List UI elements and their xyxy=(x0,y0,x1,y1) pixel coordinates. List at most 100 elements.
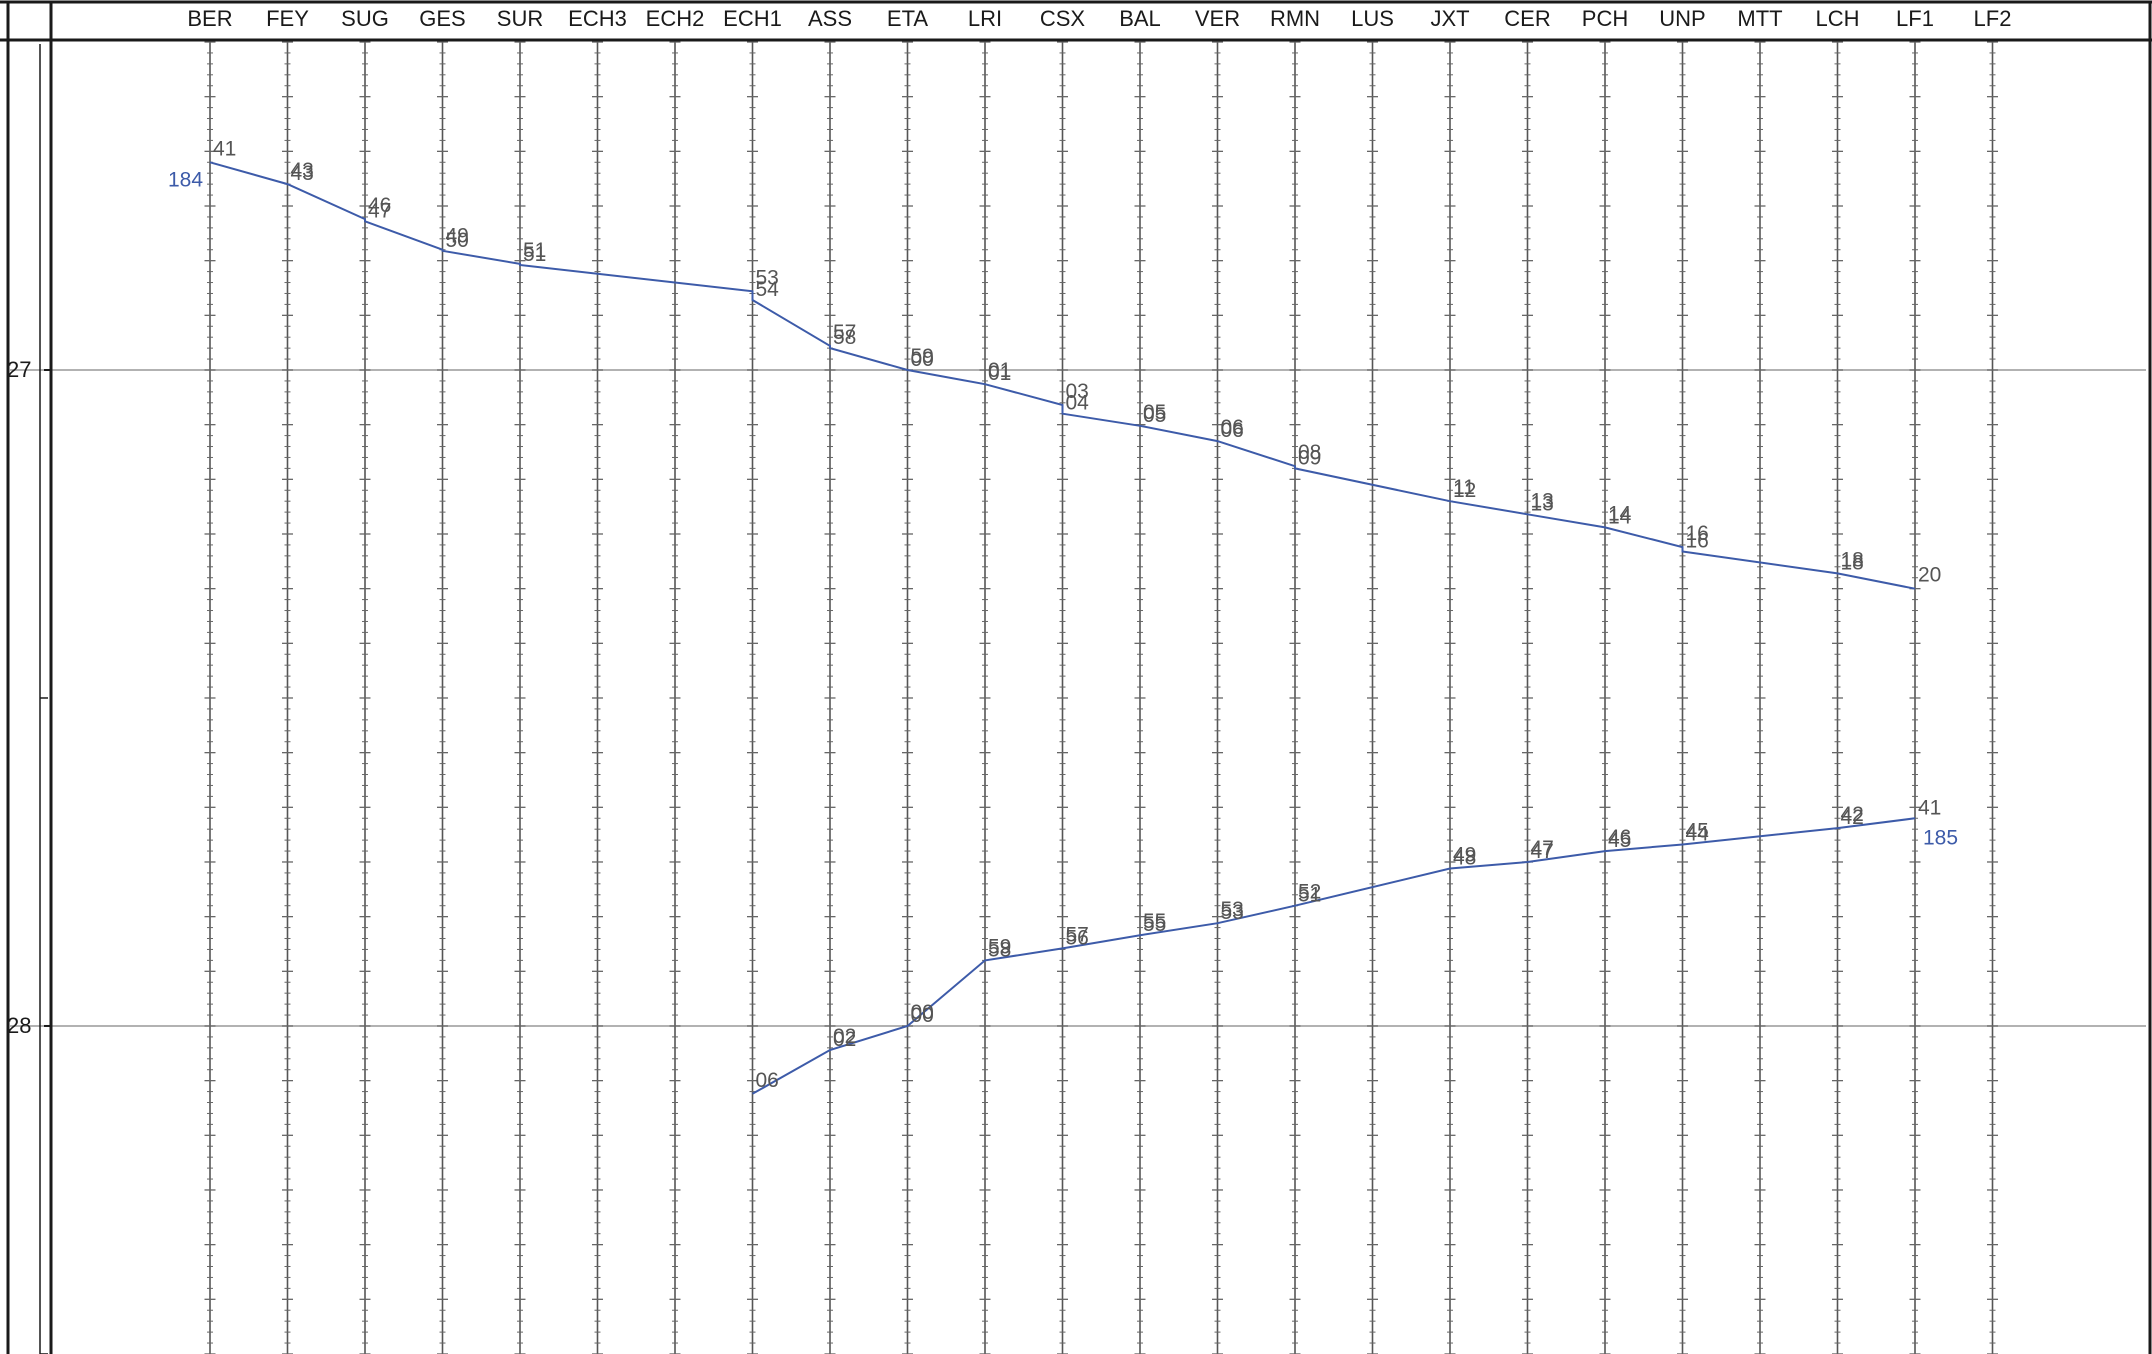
station-minute-ticks xyxy=(902,41,913,1354)
departure-minute-label: 58 xyxy=(833,326,856,349)
arrival-minute-label: 46 xyxy=(1608,826,1631,849)
station-minute-ticks xyxy=(1134,41,1146,1354)
station-label: BAL xyxy=(1119,6,1161,31)
arrival-minute-label: 53 xyxy=(1221,898,1244,921)
arrival-minute-label: 57 xyxy=(833,321,856,344)
train-path xyxy=(209,161,1916,590)
departure-minute-label: 48 xyxy=(1453,847,1476,870)
station-label: CSX xyxy=(1040,6,1086,31)
station-minute-ticks xyxy=(747,41,758,1354)
departure-minute-label: 51 xyxy=(1298,884,1321,907)
station-label: FEY xyxy=(266,6,309,31)
station-label: ETA xyxy=(887,6,928,31)
arrival-minute-label: 11 xyxy=(1453,476,1475,499)
arrival-minute-label: 08 xyxy=(1298,441,1321,464)
station-label: MTT xyxy=(1737,6,1782,31)
station-minute-ticks xyxy=(1289,41,1301,1354)
departure-minute-label: 00 xyxy=(911,1004,934,1027)
arrival-minute-label: 43 xyxy=(291,159,314,182)
station-label: JXT xyxy=(1430,6,1469,31)
departure-minute-label: 41 xyxy=(1918,796,1941,819)
arrival-minute-label: 18 xyxy=(1841,548,1864,571)
departure-minute-label: 50 xyxy=(446,229,469,252)
station-columns: BER FEY SUG GES SUR ECH3 ECH2 ECH1 ASS ETA LRI CSX B… xyxy=(187,6,2011,1354)
departure-minute-label: 56 xyxy=(1066,926,1089,949)
departure-minute-label: 00 xyxy=(911,348,934,371)
station-label: BER xyxy=(187,6,232,31)
departure-minute-label: 14 xyxy=(1608,505,1632,528)
departure-minute-label: 55 xyxy=(1143,913,1166,936)
arrival-minute-label: 52 xyxy=(1298,881,1321,904)
arrival-minute-label: 59 xyxy=(911,345,934,368)
hour-label: 27 xyxy=(7,357,31,382)
departure-minute-label: 42 xyxy=(1841,806,1864,829)
departure-minute-label: 51 xyxy=(523,243,546,266)
train-path xyxy=(752,817,1916,1095)
hour-label: 28 xyxy=(7,1013,31,1038)
departure-minute-label: 13 xyxy=(1531,492,1554,515)
arrival-minute-label: 49 xyxy=(1453,844,1476,867)
station-label: LCH xyxy=(1815,6,1859,31)
arrival-minute-label: 05 xyxy=(1143,401,1166,424)
train-number-label: 184 xyxy=(168,168,203,191)
station-label: SUG xyxy=(341,6,389,31)
departure-minute-label: 18 xyxy=(1841,551,1864,574)
arrival-minute-label: 01 xyxy=(988,359,1011,382)
departure-minute-label: 04 xyxy=(1066,392,1090,415)
arrival-minute-label: 02 xyxy=(833,1025,856,1048)
station-minute-ticks xyxy=(1754,41,1766,1354)
station-label: LF2 xyxy=(1974,6,2012,31)
arrival-minute-label: 16 xyxy=(1686,522,1709,545)
station-label: ASS xyxy=(808,6,852,31)
arrival-minute-label: 59 xyxy=(988,935,1011,958)
station-label: LF1 xyxy=(1896,6,1934,31)
station-minute-ticks xyxy=(437,41,448,1354)
station-label: UNP xyxy=(1659,6,1705,31)
station-label: LUS xyxy=(1351,6,1394,31)
departure-minute-label: 16 xyxy=(1686,529,1709,552)
departure-minute-label: 43 xyxy=(291,162,314,185)
station-label: RMN xyxy=(1270,6,1320,31)
arrival-minute-label: 46 xyxy=(368,194,391,217)
train-series-185: 4142424544464547474948525153535555575659… xyxy=(752,796,1958,1095)
departure-minute-label: 09 xyxy=(1298,446,1321,469)
departure-minute-label: 02 xyxy=(833,1028,856,1051)
station-label: ECH3 xyxy=(568,6,627,31)
departure-minute-label: 58 xyxy=(988,938,1011,961)
arrival-minute-label: 47 xyxy=(1531,837,1554,860)
station-minute-ticks xyxy=(979,41,991,1354)
departure-minute-label: 05 xyxy=(1143,404,1166,427)
station-minute-ticks xyxy=(514,41,526,1354)
station-label: SUR xyxy=(497,6,543,31)
station-label: ECH2 xyxy=(646,6,705,31)
arrival-minute-label: 57 xyxy=(1066,923,1089,946)
station-label: PCH xyxy=(1582,6,1628,31)
station-minute-ticks xyxy=(1522,41,1533,1354)
station-label: CER xyxy=(1504,6,1550,31)
station-minute-ticks xyxy=(1987,41,1998,1354)
departure-minute-label: 12 xyxy=(1453,479,1476,502)
station-minute-ticks xyxy=(1057,41,1068,1354)
arrival-minute-label: 03 xyxy=(1066,380,1089,403)
station-minute-ticks xyxy=(669,41,681,1354)
departure-minute-label: 44 xyxy=(1686,822,1710,845)
station-minute-ticks xyxy=(204,41,216,1354)
station-minute-ticks xyxy=(1599,41,1611,1354)
station-minute-ticks xyxy=(282,41,293,1354)
arrival-minute-label: 06 xyxy=(1221,416,1244,439)
departure-minute-label: 47 xyxy=(1531,840,1554,863)
station-label: GES xyxy=(419,6,465,31)
departure-minute-label: 53 xyxy=(1221,901,1244,924)
station-minute-ticks xyxy=(1677,41,1688,1354)
station-minute-ticks xyxy=(1212,41,1223,1354)
arrival-minute-label: 06 xyxy=(756,1069,779,1092)
departure-minute-label: 54 xyxy=(756,278,780,301)
station-label: VER xyxy=(1195,6,1240,31)
arrival-minute-label: 20 xyxy=(1918,564,1941,587)
departure-minute-label: 45 xyxy=(1608,829,1631,852)
arrival-minute-label: 42 xyxy=(1841,803,1864,826)
